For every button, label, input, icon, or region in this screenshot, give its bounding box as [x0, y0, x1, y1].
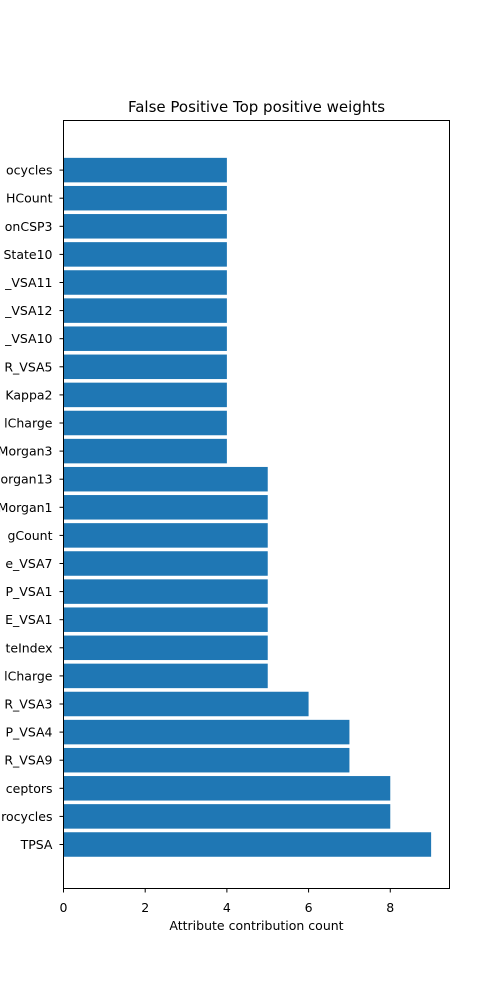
y-tick-label: State10 [4, 247, 53, 262]
bar [63, 270, 227, 295]
y-tick-label: R_VSA9 [4, 753, 52, 768]
y-tick-label: HCount [6, 191, 53, 206]
y-tick-label: teIndex [5, 640, 52, 655]
bar [63, 410, 227, 436]
y-tick-label: rocycles [1, 809, 52, 824]
bar [63, 242, 227, 267]
plot-frame [63, 120, 450, 889]
y-tick-label: Morgan1 [0, 500, 53, 515]
y-tick-label: ceptors [6, 781, 53, 796]
x-tick-label: 6 [305, 900, 313, 915]
y-tick-label: lCharge [4, 668, 53, 683]
bar [63, 354, 227, 380]
y-tick-label: _VSA10 [4, 331, 52, 346]
x-tick-label: 8 [386, 900, 394, 915]
y-tick-label: Morgan3 [0, 444, 53, 459]
x-axis-ticks: 0 2 4 6 8 [60, 888, 394, 915]
y-tick-label: e_VSA7 [5, 556, 52, 571]
bar [63, 298, 227, 323]
x-tick-label: 0 [60, 900, 68, 915]
y-tick-label: R_VSA5 [4, 359, 52, 374]
y-tick-label: lCharge [4, 416, 53, 431]
bar [63, 438, 227, 464]
bar [63, 832, 432, 857]
bar [63, 495, 268, 520]
bar [63, 326, 227, 351]
y-tick-label: P_VSA1 [5, 584, 52, 599]
y-tick-label: ocycles [6, 163, 52, 178]
bar [63, 214, 227, 239]
bar [63, 719, 350, 745]
y-tick-label: gCount [7, 528, 52, 543]
bar [63, 523, 268, 548]
bar [63, 579, 268, 604]
y-tick-label: Kappa2 [5, 387, 52, 402]
bar [63, 551, 268, 576]
y-tick-label: _VSA12 [4, 303, 52, 318]
y-tick-label: E_VSA1 [5, 612, 52, 627]
bar [63, 157, 227, 183]
y-tick-label: R_VSA3 [4, 697, 52, 712]
bar [63, 185, 227, 211]
x-tick-label: 4 [223, 900, 231, 915]
y-tick-label: organ13 [1, 472, 53, 487]
bar [63, 607, 268, 632]
bars-group [63, 157, 432, 857]
bar [63, 776, 391, 801]
bar [63, 635, 268, 661]
x-axis-label: Attribute contribution count [169, 918, 343, 933]
y-tick-label: TPSA [20, 837, 53, 852]
bar [63, 691, 309, 717]
x-tick-label: 2 [141, 900, 149, 915]
bar [63, 747, 350, 773]
y-tick-label: onCSP3 [5, 219, 53, 234]
bar [63, 382, 227, 408]
y-tick-label: _VSA11 [4, 275, 52, 290]
bar [63, 804, 391, 829]
y-axis-ticks: TPSA rocycles ceptors R_VSA9 P_VSA4 R_VSA3 lCh… [0, 163, 64, 852]
chart-title: False Positive Top positive weights [128, 98, 385, 116]
bar [63, 466, 268, 492]
y-tick-label: P_VSA4 [5, 725, 52, 740]
bar [63, 663, 268, 689]
